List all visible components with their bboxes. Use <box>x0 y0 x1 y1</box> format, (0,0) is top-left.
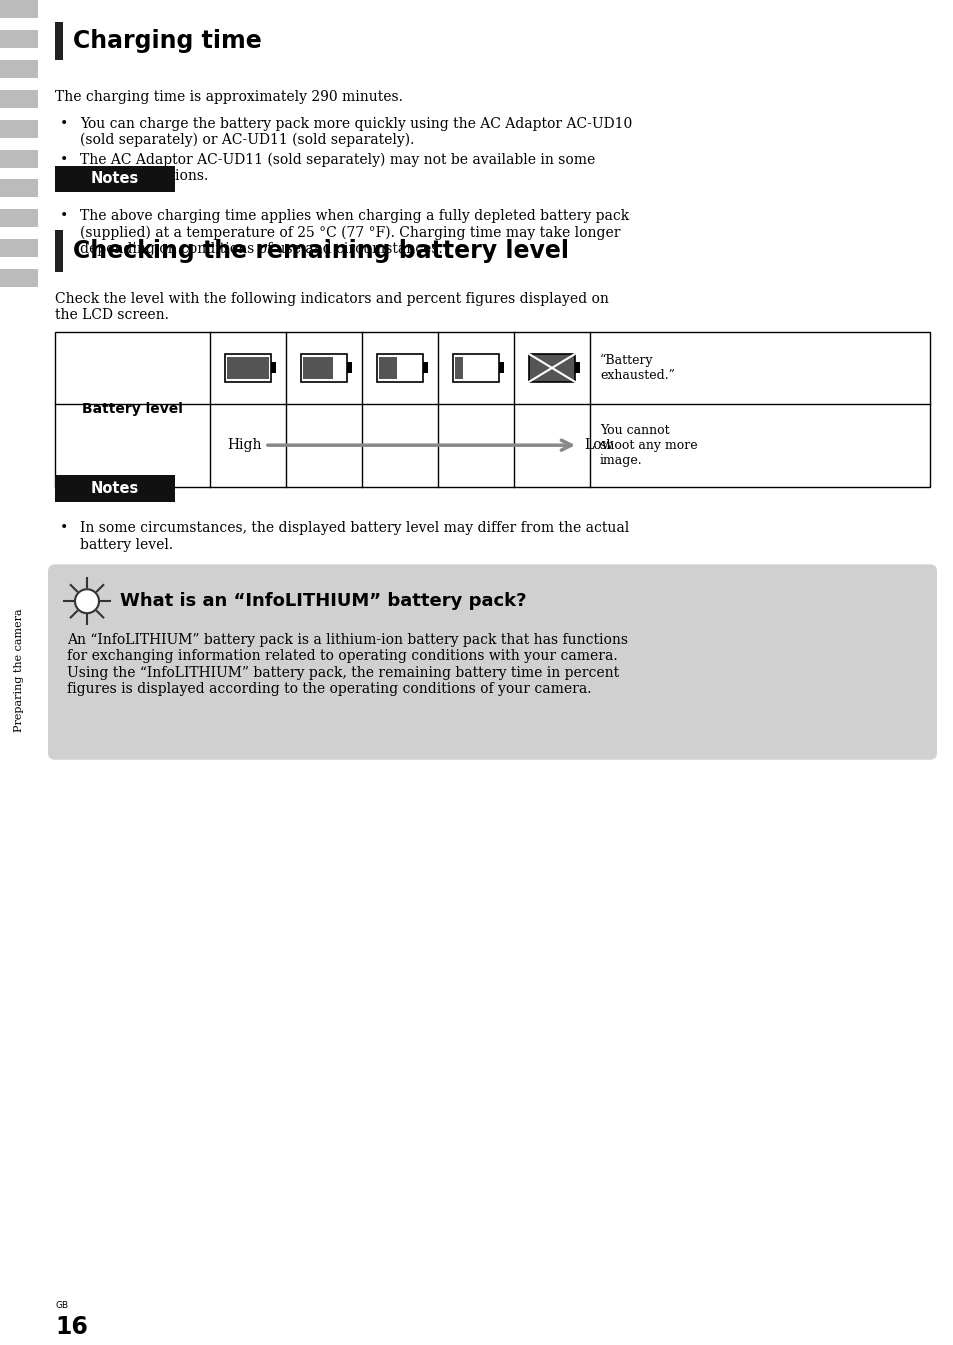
Bar <box>0 286 38 299</box>
Text: Battery level: Battery level <box>82 402 183 417</box>
Text: Low: Low <box>583 438 613 452</box>
Bar <box>55 165 174 192</box>
Bar <box>0 239 38 257</box>
Text: You can charge the battery pack more quickly using the AC Adaptor AC-UD10
(sold : You can charge the battery pack more qui… <box>80 117 632 148</box>
Text: Notes: Notes <box>91 171 139 187</box>
Bar <box>378 356 397 379</box>
Bar <box>453 354 498 382</box>
Bar <box>55 332 929 487</box>
Bar <box>575 362 579 374</box>
Text: Preparing the camera: Preparing the camera <box>14 609 24 732</box>
Text: Checking the remaining battery level: Checking the remaining battery level <box>73 239 568 264</box>
Bar <box>301 354 347 382</box>
Text: In some circumstances, the displayed battery level may differ from the actual
ba: In some circumstances, the displayed bat… <box>80 522 629 551</box>
Bar <box>0 227 38 239</box>
Text: 16: 16 <box>55 1315 88 1340</box>
Bar <box>225 354 271 382</box>
Bar <box>0 48 38 59</box>
Text: You cannot
shoot any more
image.: You cannot shoot any more image. <box>599 424 697 467</box>
Text: High: High <box>227 438 261 452</box>
Text: •: • <box>60 117 69 130</box>
Bar <box>271 362 275 374</box>
Bar <box>0 30 38 48</box>
Bar <box>0 17 38 30</box>
Bar <box>0 198 38 210</box>
Bar <box>55 22 63 59</box>
Bar <box>303 356 333 379</box>
Bar <box>0 78 38 90</box>
Bar <box>422 362 428 374</box>
Text: An “InfoLITHIUM” battery pack is a lithium-ion battery pack that has functions
f: An “InfoLITHIUM” battery pack is a lithi… <box>67 633 627 695</box>
Bar <box>0 59 38 78</box>
Text: What is an “InfoLITHIUM” battery pack?: What is an “InfoLITHIUM” battery pack? <box>120 592 526 611</box>
Bar <box>0 257 38 269</box>
Text: •: • <box>60 522 69 535</box>
Bar <box>0 120 38 137</box>
Bar <box>55 475 174 502</box>
Text: The charging time is approximately 290 minutes.: The charging time is approximately 290 m… <box>55 90 402 104</box>
Bar <box>0 90 38 108</box>
Text: The above charging time applies when charging a fully depleted battery pack
(sup: The above charging time applies when cha… <box>80 210 629 257</box>
Bar <box>55 230 63 272</box>
Text: The AC Adaptor AC-UD11 (sold separately) may not be available in some
countries/: The AC Adaptor AC-UD11 (sold separately)… <box>80 152 595 183</box>
Bar <box>0 269 38 286</box>
Bar <box>0 149 38 168</box>
FancyBboxPatch shape <box>48 565 936 760</box>
Bar <box>376 354 422 382</box>
Bar <box>227 356 269 379</box>
Bar <box>455 356 462 379</box>
Text: GB: GB <box>55 1301 68 1310</box>
Bar <box>0 108 38 120</box>
Bar <box>0 210 38 227</box>
Circle shape <box>75 589 99 613</box>
Text: •: • <box>60 210 69 223</box>
Bar <box>498 362 503 374</box>
Bar <box>347 362 352 374</box>
Bar <box>0 179 38 198</box>
Bar <box>0 168 38 179</box>
Text: Charging time: Charging time <box>73 28 261 52</box>
Text: Check the level with the following indicators and percent figures displayed on
t: Check the level with the following indic… <box>55 292 608 323</box>
Bar <box>529 354 575 382</box>
Bar <box>0 0 38 17</box>
Text: “Battery
exhausted.”: “Battery exhausted.” <box>599 354 674 382</box>
Text: •: • <box>60 152 69 167</box>
Bar <box>0 137 38 149</box>
Text: Notes: Notes <box>91 480 139 495</box>
